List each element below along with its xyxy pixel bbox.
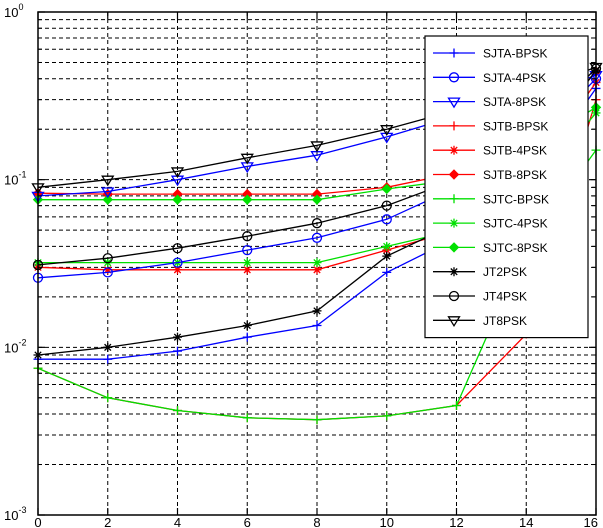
legend-label: JT2PSK [483, 265, 527, 279]
y-axis: 100 10-1 10-2 10-3 [4, 2, 596, 523]
x-tick-label: 4 [174, 515, 181, 528]
legend-marker [449, 194, 459, 204]
data-point [173, 265, 182, 275]
x-tick-label: 8 [313, 515, 320, 528]
legend-marker [449, 145, 459, 155]
legend-label: SJTC-4PSK [483, 217, 548, 231]
data-point [172, 243, 183, 254]
data-point [381, 214, 392, 225]
data-point [242, 413, 252, 423]
data-point [382, 251, 392, 261]
x-tick-label: 6 [244, 515, 251, 528]
legend-label: SJTC-8PSK [483, 241, 548, 255]
data-point [102, 194, 113, 205]
legend-item: JT4PSK [433, 290, 527, 304]
legend-label: JT4PSK [483, 290, 527, 304]
data-point [311, 232, 323, 243]
data-point [101, 175, 115, 187]
legend-label: SJTA-BPSK [483, 47, 547, 61]
data-point [242, 231, 253, 242]
data-point [380, 125, 394, 136]
legend-marker [449, 267, 459, 277]
legend-item: SJTA-4PSK [433, 71, 546, 85]
data-point [382, 241, 392, 251]
data-point [242, 258, 252, 268]
legend-label: JT8PSK [483, 314, 527, 328]
legend-marker [448, 169, 460, 180]
data-point [103, 393, 113, 403]
data-point [312, 306, 322, 316]
legend-marker [449, 121, 459, 131]
data-point [101, 187, 115, 199]
data-point [312, 265, 322, 275]
data-point [173, 406, 182, 416]
legend: SJTA-BPSK SJTA-4PSK SJTA-8PSK SJTB-BPSK SJTB… [424, 35, 589, 339]
data-point [452, 400, 461, 410]
x-tick-label: 0 [34, 515, 41, 528]
data-point [381, 200, 392, 211]
data-point [311, 218, 323, 229]
data-point [242, 194, 253, 205]
y-tick-label: 100 [4, 2, 23, 20]
data-point [173, 346, 182, 356]
legend-item: SJTC-8PSK [433, 241, 548, 255]
legend-label: SJTB-BPSK [483, 119, 548, 133]
data-point [172, 194, 183, 205]
data-point [242, 244, 253, 256]
legend-marker [448, 290, 460, 302]
legend-marker [448, 242, 460, 253]
data-point [312, 415, 322, 425]
data-point [102, 253, 113, 264]
y-tick-label: 10-3 [4, 505, 26, 523]
x-tick-label: 10 [380, 515, 394, 528]
data-point [310, 141, 324, 153]
data-point [380, 132, 394, 144]
data-point [173, 332, 182, 342]
legend-item: SJTC-BPSK [433, 192, 549, 206]
x-tick-label: 14 [519, 515, 533, 528]
data-point [312, 258, 322, 268]
y-tick-label: 10-1 [4, 170, 26, 188]
legend-marker [447, 316, 461, 328]
legend-item: SJTA-8PSK [433, 95, 546, 109]
legend-label: SJTA-8PSK [483, 95, 546, 109]
legend-item: SJTB-8PSK [433, 168, 547, 182]
legend-marker [449, 48, 459, 58]
data-point [242, 320, 252, 330]
data-point [242, 332, 252, 342]
data-point [382, 411, 392, 421]
legend-marker [449, 218, 459, 228]
data-point [312, 320, 322, 330]
legend-item: SJTA-BPSK [433, 47, 547, 61]
legend-item: SJTB-4PSK [433, 144, 547, 158]
legend-item: JT2PSK [433, 265, 527, 279]
legend-marker [447, 97, 461, 109]
x-tick-label: 12 [449, 515, 463, 528]
y-tick-label: 10-2 [4, 337, 26, 355]
data-point [242, 265, 252, 275]
data-point [240, 153, 254, 165]
legend-label: SJTB-4PSK [483, 144, 547, 158]
data-point [381, 183, 392, 195]
x-tick-label: 16 [584, 515, 598, 528]
x-axis: 0 2 4 6 8 10 12 14 16 [34, 12, 598, 528]
x-tick-label: 2 [104, 515, 111, 528]
legend-item: SJTB-BPSK [433, 119, 548, 133]
legend-label: SJTA-4PSK [483, 71, 546, 85]
legend-item: JT8PSK [433, 314, 527, 328]
legend-label: SJTC-BPSK [483, 192, 549, 206]
data-point [103, 342, 113, 352]
data-point [311, 194, 323, 205]
legend-marker [448, 72, 460, 83]
data-point [170, 167, 185, 179]
legend-label: SJTB-8PSK [483, 168, 547, 182]
data-point [103, 265, 113, 275]
data-point [382, 267, 392, 277]
data-point [102, 267, 113, 278]
legend-box [424, 35, 589, 339]
legend-item: SJTC-4PSK [433, 217, 548, 231]
data-point [172, 257, 183, 268]
data-point [103, 354, 113, 364]
